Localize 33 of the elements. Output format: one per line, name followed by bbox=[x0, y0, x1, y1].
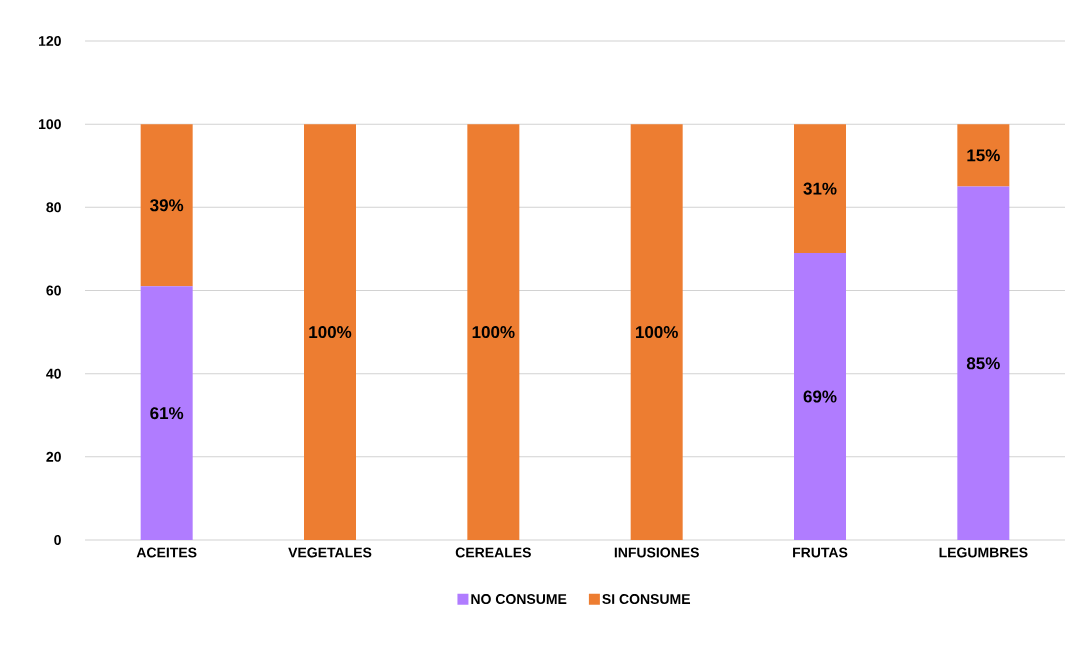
data-label: 100% bbox=[472, 326, 515, 339]
data-label: 61% bbox=[150, 407, 184, 420]
data-label: 100% bbox=[309, 326, 352, 339]
data-label: 69% bbox=[803, 390, 837, 403]
x-tick-label: ACEITES bbox=[136, 547, 197, 558]
legend-label: NO CONSUME bbox=[471, 594, 567, 605]
y-tick-label: 120 bbox=[38, 36, 61, 46]
data-label: 85% bbox=[966, 357, 1000, 370]
x-tick-label: FRUTAS bbox=[793, 547, 848, 558]
bar bbox=[140, 124, 193, 287]
y-tick-label: 0 bbox=[54, 535, 61, 545]
x-tick-label: VEGETALES bbox=[288, 547, 372, 558]
y-tick-label: 40 bbox=[46, 368, 61, 379]
y-tick-label: 80 bbox=[46, 202, 61, 213]
legend-label: SI CONSUME bbox=[602, 594, 691, 605]
bar bbox=[140, 286, 193, 540]
bar bbox=[957, 186, 1010, 540]
y-tick-label: 20 bbox=[46, 451, 61, 462]
bar bbox=[467, 124, 520, 540]
bar bbox=[794, 253, 847, 540]
bar bbox=[304, 124, 356, 540]
x-tick-label: CEREALES bbox=[455, 547, 531, 558]
bar bbox=[794, 124, 847, 254]
bar bbox=[630, 124, 683, 540]
x-tick-label: LEGUMBRES bbox=[939, 547, 1028, 558]
data-label: 31% bbox=[803, 182, 837, 195]
data-label: 39% bbox=[150, 199, 184, 212]
y-tick-label: 60 bbox=[46, 285, 61, 296]
data-label: 100% bbox=[636, 326, 678, 339]
bar bbox=[957, 124, 1010, 187]
x-tick-label: INFUSIONES bbox=[614, 547, 699, 558]
data-label: 15% bbox=[967, 149, 1000, 162]
y-tick-label: 100 bbox=[38, 119, 61, 130]
